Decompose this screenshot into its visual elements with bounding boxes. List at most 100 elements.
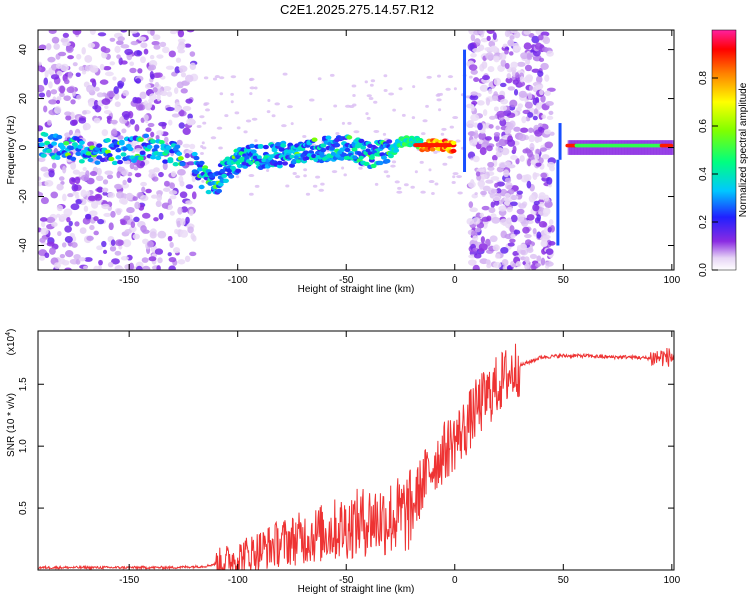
noise-cell [202, 121, 207, 125]
signal-cell [217, 182, 224, 187]
noise-cell [482, 109, 488, 117]
bottom-x-tick-label: -150 [119, 575, 139, 586]
signal-cell [78, 159, 85, 164]
noise-cell [526, 52, 532, 60]
signal-cell [450, 140, 457, 146]
signal-cell [38, 142, 45, 147]
noise-cell [540, 95, 546, 103]
noise-cell [305, 192, 311, 196]
bottom-y-ticks: 0.5 1.0 1.5 [18, 377, 674, 515]
signal-cell [602, 140, 606, 155]
top-x-tick-label: -150 [119, 275, 139, 286]
noise-cell [59, 92, 65, 98]
noise-cell [479, 212, 485, 218]
noise-cell [519, 243, 528, 251]
noise-cell [90, 78, 96, 83]
noise-cell [95, 175, 104, 182]
noise-cell [538, 192, 546, 200]
noise-cell [74, 176, 81, 184]
noise-cell [499, 82, 507, 88]
noise-cell [500, 98, 509, 105]
noise-cell [482, 74, 490, 81]
noise-cell [472, 47, 482, 53]
noise-cell [185, 184, 194, 190]
noise-cell [498, 205, 507, 212]
noise-cell [56, 96, 62, 102]
noise-cell [158, 121, 167, 127]
noise-cell [113, 183, 123, 190]
multiplier-exponent: 4 [5, 332, 12, 336]
signal-cell [337, 150, 343, 155]
signal-cell [658, 140, 662, 155]
noise-cell [428, 180, 435, 184]
noise-cell [159, 41, 167, 48]
noise-cell [537, 70, 544, 77]
noise-cell [129, 67, 137, 74]
noise-cell [115, 239, 124, 247]
noise-cell [117, 267, 125, 270]
signal-cell [137, 156, 144, 161]
noise-cell [434, 182, 439, 186]
noise-cell [492, 32, 497, 41]
noise-cell [124, 48, 133, 56]
noise-cell [160, 90, 168, 97]
noise-cell [473, 137, 478, 145]
noise-cell [468, 181, 476, 188]
signal-cell [358, 155, 364, 160]
noise-cell [40, 166, 49, 172]
noise-cell [535, 96, 540, 105]
signal-cell [108, 156, 115, 162]
noise-cell [84, 54, 93, 63]
noise-cell [127, 177, 132, 183]
noise-cell [248, 174, 255, 178]
noise-cell [144, 83, 151, 89]
noise-cell [519, 76, 525, 83]
noise-cell [479, 181, 484, 190]
signal-cell [222, 178, 229, 184]
noise-cell [89, 171, 98, 177]
noise-cell [72, 30, 82, 35]
noise-cell [234, 111, 240, 115]
signal-cell [579, 140, 583, 155]
noise-cell [94, 86, 100, 92]
noise-cell [88, 101, 94, 107]
noise-cell [165, 65, 175, 70]
noise-cell [499, 52, 507, 61]
noise-cell [497, 94, 505, 100]
noise-cell [521, 219, 529, 227]
noise-cell [186, 161, 196, 166]
noise-cell [79, 227, 87, 235]
noise-cell [470, 157, 474, 161]
top-y-tick-label: 20 [18, 93, 29, 105]
noise-cell [329, 73, 335, 77]
noise-cell [76, 94, 82, 100]
noise-cell [70, 99, 76, 105]
top-x-ticks: -150 -100 -50 0 50 100 [119, 30, 681, 286]
noise-cell [480, 37, 489, 43]
noise-cell [452, 175, 456, 179]
noise-cell [187, 226, 194, 234]
noise-cell [472, 264, 480, 270]
signal-cell [44, 140, 51, 146]
noise-cell [249, 92, 253, 96]
noise-cell [167, 235, 173, 242]
noise-cell [470, 113, 480, 122]
noise-cell [543, 128, 551, 135]
noise-cell [67, 193, 74, 198]
noise-cell [523, 174, 532, 182]
noise-cell [441, 127, 447, 131]
noise-cell [290, 122, 294, 126]
colorbar-scale [711, 29, 737, 271]
signal-cell [651, 140, 655, 155]
noise-cell [97, 218, 105, 225]
signal-cell [365, 148, 371, 153]
noise-cell [504, 49, 509, 55]
noise-cell [111, 258, 120, 265]
noise-cell [536, 214, 541, 222]
noise-cell [153, 44, 161, 50]
noise-cell [70, 162, 77, 170]
noise-cell [73, 254, 81, 260]
noise-cell [386, 174, 391, 178]
noise-cell [121, 77, 126, 83]
noise-cell [81, 46, 86, 55]
